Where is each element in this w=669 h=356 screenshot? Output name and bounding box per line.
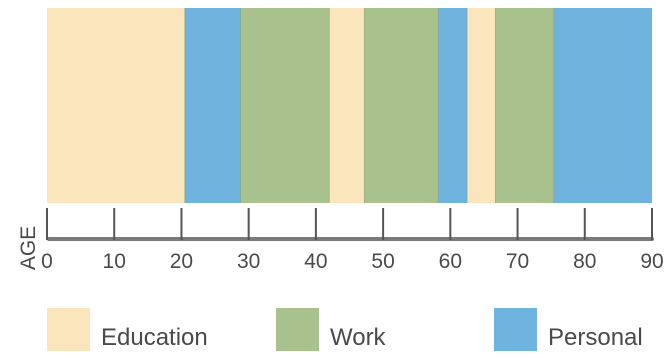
segment-work-2 xyxy=(240,8,330,203)
segment-personal-8 xyxy=(553,8,652,203)
segment-work-7 xyxy=(495,8,554,203)
legend-swatch-education xyxy=(47,308,90,351)
tick-label-50: 50 xyxy=(371,250,394,273)
segments-group xyxy=(47,8,652,203)
timeline-chart: 0 10 20 30 40 50 60 70 80 90 AGE xyxy=(17,8,664,273)
tick-label-40: 40 xyxy=(304,250,327,273)
tick-label-80: 80 xyxy=(573,250,596,273)
legend-label-education: Education xyxy=(101,324,208,351)
tick-label-20: 20 xyxy=(170,250,193,273)
segment-work-4 xyxy=(364,8,439,203)
segment-education-0 xyxy=(47,8,185,203)
tick-label-10: 10 xyxy=(103,250,126,273)
tick-label-0: 0 xyxy=(41,250,53,273)
tick-label-60: 60 xyxy=(439,250,462,273)
legend-label-personal: Personal xyxy=(548,324,643,351)
legend: Education Work Personal xyxy=(0,306,669,356)
legend-label-work: Work xyxy=(330,324,386,351)
x-axis-title: AGE xyxy=(17,226,40,270)
segment-personal-1 xyxy=(184,8,241,203)
segment-personal-5 xyxy=(438,8,468,203)
segment-education-3 xyxy=(329,8,365,203)
legend-swatch-work xyxy=(276,308,319,351)
legend-swatch-personal xyxy=(494,308,537,351)
ticks-group: 0 10 20 30 40 50 60 70 80 90 xyxy=(41,208,664,273)
tick-label-70: 70 xyxy=(506,250,529,273)
tick-label-90: 90 xyxy=(640,250,663,273)
tick-label-30: 30 xyxy=(237,250,260,273)
segment-education-6 xyxy=(467,8,496,203)
